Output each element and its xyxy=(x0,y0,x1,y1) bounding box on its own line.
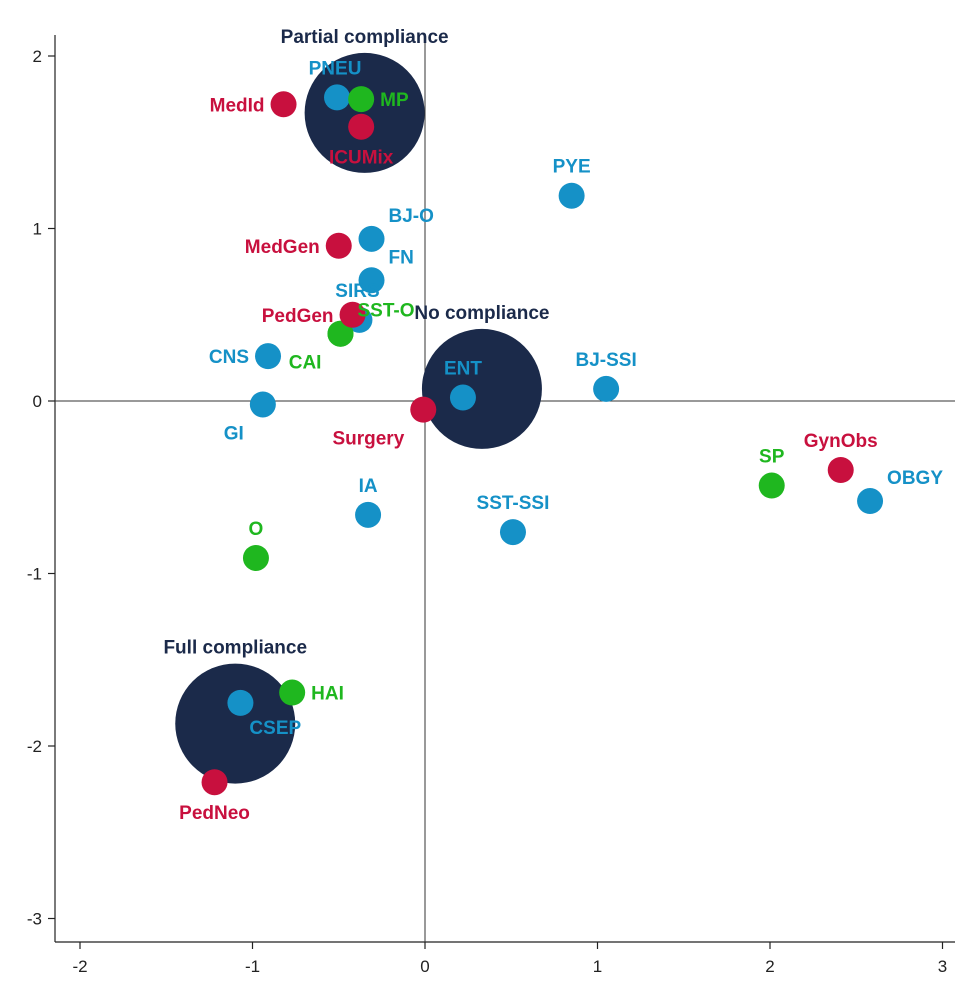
green-point xyxy=(758,472,785,499)
blue-label: OBGY xyxy=(887,468,943,489)
blue-point xyxy=(358,225,385,252)
red-label: MedId xyxy=(210,95,265,116)
blue-label: BJ-O xyxy=(389,206,434,227)
red-label: MedGen xyxy=(245,237,320,258)
blue-label: IA xyxy=(359,476,378,497)
green-label: SST-O xyxy=(357,301,414,322)
green-point xyxy=(242,544,269,571)
point-labels: Partial compliance No compliance Full comp… xyxy=(163,27,943,824)
compliance-label: No compliance xyxy=(414,303,549,324)
blue-point xyxy=(449,384,476,411)
y-tick-label: 1 xyxy=(33,220,42,239)
green-label: HAI xyxy=(311,684,344,705)
blue-point xyxy=(857,488,884,515)
red-point xyxy=(270,91,297,118)
x-tick-label: 2 xyxy=(765,957,774,976)
green-point xyxy=(327,320,354,347)
blue-point xyxy=(249,391,276,418)
blue-point xyxy=(324,84,351,111)
blue-point xyxy=(355,501,382,528)
blue-label: PNEU xyxy=(309,58,362,79)
y-tick-label: -2 xyxy=(27,737,42,756)
blue-label: ENT xyxy=(444,359,482,380)
red-point xyxy=(201,769,228,796)
data-points xyxy=(201,84,884,796)
green-label: MP xyxy=(380,90,409,111)
red-label: PedNeo xyxy=(179,803,250,824)
blue-point xyxy=(227,689,254,716)
blue-point xyxy=(558,182,585,209)
x-tick-label: 0 xyxy=(420,957,429,976)
compliance-circles xyxy=(175,52,542,784)
x-tick-label: 3 xyxy=(938,957,947,976)
compliance-circle xyxy=(175,663,296,784)
red-label: ICUMix xyxy=(329,148,394,169)
blue-point xyxy=(499,519,526,546)
red-label: Surgery xyxy=(332,429,404,450)
red-point xyxy=(325,232,352,259)
red-point xyxy=(348,113,375,140)
green-label: CAI xyxy=(289,353,322,374)
blue-label: GI xyxy=(224,423,244,444)
blue-label: SST-SSI xyxy=(477,493,550,514)
blue-point xyxy=(593,375,620,402)
axes: -2 -1 0 1 2 3 -3 -2 -1 0 1 2 xyxy=(27,35,955,976)
red-label: GynObs xyxy=(804,431,878,452)
blue-label: FN xyxy=(389,247,414,268)
blue-label: CNS xyxy=(209,347,249,368)
blue-label: PYE xyxy=(553,157,591,178)
blue-label: CSEP xyxy=(249,718,301,739)
y-tick-label: 2 xyxy=(33,47,42,66)
red-point xyxy=(410,396,437,423)
red-point xyxy=(339,301,366,328)
green-point xyxy=(348,86,375,113)
red-point xyxy=(827,457,854,483)
blue-label: BJ-SSI xyxy=(576,350,637,371)
x-tick-label: -1 xyxy=(245,957,260,976)
green-label: SP xyxy=(759,447,785,468)
green-point xyxy=(279,679,306,706)
compliance-label: Full compliance xyxy=(163,638,307,659)
x-tick-label: 1 xyxy=(593,957,602,976)
green-label: O xyxy=(249,519,264,540)
compliance-circle xyxy=(304,52,425,173)
compliance-circle xyxy=(421,328,542,449)
compliance-label: Partial compliance xyxy=(281,27,449,48)
y-tick-label: -3 xyxy=(27,910,42,929)
x-tick-label: -2 xyxy=(72,957,87,976)
blue-point xyxy=(255,343,282,370)
y-tick-label: 0 xyxy=(33,392,42,411)
blue-label: SIRS xyxy=(335,281,379,302)
red-label: PedGen xyxy=(262,306,334,327)
y-tick-label: -1 xyxy=(27,565,42,584)
blue-point xyxy=(358,267,385,294)
